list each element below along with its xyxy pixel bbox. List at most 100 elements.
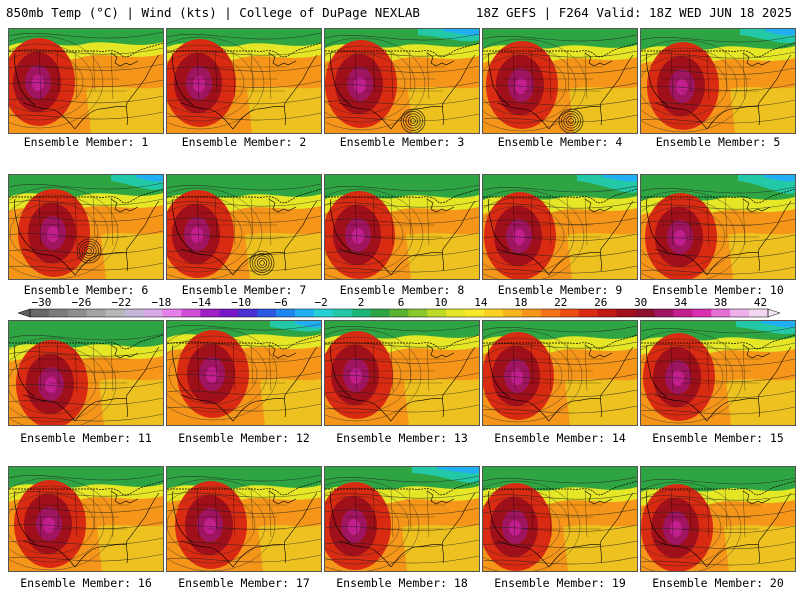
colorbar-tick-label: −26 (71, 296, 91, 309)
ensemble-map-panel (640, 174, 796, 280)
colorbar-tick-label: −6 (275, 296, 288, 309)
colorbar-swatch (276, 309, 296, 317)
colorbar-swatch (616, 309, 637, 317)
ensemble-member-label: Ensemble Member: 4 (497, 135, 623, 149)
ensemble-map-panel (640, 320, 796, 426)
temperature-map (167, 321, 321, 425)
ensemble-map-panel (640, 466, 796, 572)
colorbar-swatch (578, 309, 599, 317)
temperature-map (167, 467, 321, 571)
colorbar-tick-label: −14 (191, 296, 211, 309)
temperature-map (9, 321, 163, 425)
ensemble-member-label: Ensemble Member: 17 (178, 576, 310, 590)
temperature-map (325, 29, 479, 133)
ensemble-member-label: Ensemble Member: 9 (497, 283, 623, 297)
ensemble-map-panel (324, 320, 480, 426)
colorbar-svg: −30 −26 −22 −18 −14 −10 −6 −2 2 6 10 14 18 22 26 30 34 38… (17, 296, 781, 318)
colorbar-swatch (370, 309, 391, 317)
ensemble-map-panel (482, 466, 638, 572)
colorbar-tick-label: −30 (32, 296, 52, 309)
ensemble-member-label: Ensemble Member: 18 (336, 576, 468, 590)
colorbar-swatch (332, 309, 353, 317)
colorbar-swatch (749, 309, 769, 317)
ensemble-member-label: Ensemble Member: 11 (20, 431, 152, 445)
colorbar-swatch (673, 309, 693, 317)
temperature-map (483, 29, 637, 133)
header-bar: 850mb Temp (°C) | Wind (kts) | College o… (0, 0, 800, 24)
colorbar-tick-label: 18 (514, 296, 527, 309)
header-valid-time: 18Z GEFS | F264 Valid: 18Z WED JUN 18 20… (475, 5, 792, 20)
temperature-map (9, 29, 163, 133)
ensemble-map-panel (324, 174, 480, 280)
colorbar-swatch (124, 309, 145, 317)
colorbar-swatch (67, 309, 88, 317)
ensemble-member-label: Ensemble Member: 6 (23, 283, 149, 297)
temperature-map (9, 175, 163, 279)
ensemble-member-label: Ensemble Member: 14 (494, 431, 626, 445)
ensemble-map-panel (482, 174, 638, 280)
ensemble-map-panel (8, 320, 164, 426)
colorbar-swatch (48, 309, 69, 317)
temperature-map (641, 29, 795, 133)
colorbar-swatch (730, 309, 750, 317)
ensemble-member-label: Ensemble Member: 1 (23, 135, 149, 149)
colorbar-swatch (503, 309, 523, 317)
ensemble-member-label: Ensemble Member: 16 (20, 576, 152, 590)
header-title: 850mb Temp (°C) | Wind (kts) | College o… (6, 5, 420, 20)
colorbar-swatch (692, 309, 712, 317)
ensemble-map-panel (166, 174, 322, 280)
colorbar-swatch (484, 309, 504, 317)
temperature-map (325, 175, 479, 279)
ensemble-member-label: Ensemble Member: 5 (655, 135, 781, 149)
colorbar-swatch (654, 309, 674, 317)
temperature-map (483, 175, 637, 279)
colorbar-swatch (162, 309, 182, 317)
ensemble-member-label: Ensemble Member: 3 (339, 135, 465, 149)
colorbar-tick-label: 38 (714, 296, 727, 309)
colorbar-tick-label: −22 (111, 296, 131, 309)
colorbar-swatch (294, 309, 315, 317)
colorbar-swatch (257, 309, 277, 317)
temperature-map (167, 175, 321, 279)
colorbar-swatch (313, 309, 334, 317)
colorbar-tick-label: −10 (231, 296, 251, 309)
colorbar-swatch (143, 309, 163, 317)
colorbar-swatch (181, 309, 201, 317)
ensemble-map-panel (482, 320, 638, 426)
ensemble-member-label: Ensemble Member: 19 (494, 576, 626, 590)
ensemble-map-panel (8, 28, 164, 134)
colorbar-swatch (408, 309, 428, 317)
temperature-map (641, 467, 795, 571)
colorbar-swatch (351, 309, 372, 317)
ensemble-member-label: Ensemble Member: 13 (336, 431, 468, 445)
colorbar-swatch (597, 309, 618, 317)
colorbar-tick-label: 6 (398, 296, 405, 309)
ensemble-map-panel (482, 28, 638, 134)
colorbar-tick-label: 34 (674, 296, 688, 309)
colorbar-swatch (86, 309, 107, 317)
ensemble-map-panel (8, 466, 164, 572)
colorbar: −30 −26 −22 −18 −14 −10 −6 −2 2 6 10 14 18 22 26 30 34 38… (0, 296, 800, 320)
colorbar-tick-label: 14 (474, 296, 488, 309)
ensemble-member-label: Ensemble Member: 20 (652, 576, 784, 590)
temperature-map (325, 321, 479, 425)
ensemble-member-label: Ensemble Member: 8 (339, 283, 465, 297)
colorbar-tick-label: 22 (554, 296, 567, 309)
ensemble-member-label: Ensemble Member: 10 (652, 283, 784, 297)
colorbar-swatch (465, 309, 485, 317)
colorbar-tick-label: 30 (634, 296, 647, 309)
colorbar-swatch (635, 309, 655, 317)
colorbar-swatch (446, 309, 466, 317)
colorbar-swatch (238, 309, 258, 317)
colorbar-swatch (522, 309, 542, 317)
temperature-map (483, 321, 637, 425)
ensemble-map-panel (166, 320, 322, 426)
temperature-map (9, 467, 163, 571)
ensemble-map-panel (166, 466, 322, 572)
colorbar-swatch (200, 309, 220, 317)
temperature-map (167, 29, 321, 133)
temperature-map (641, 175, 795, 279)
ensemble-member-label: Ensemble Member: 7 (181, 283, 307, 297)
ensemble-map-panel (324, 466, 480, 572)
colorbar-tick-label: −2 (314, 296, 327, 309)
